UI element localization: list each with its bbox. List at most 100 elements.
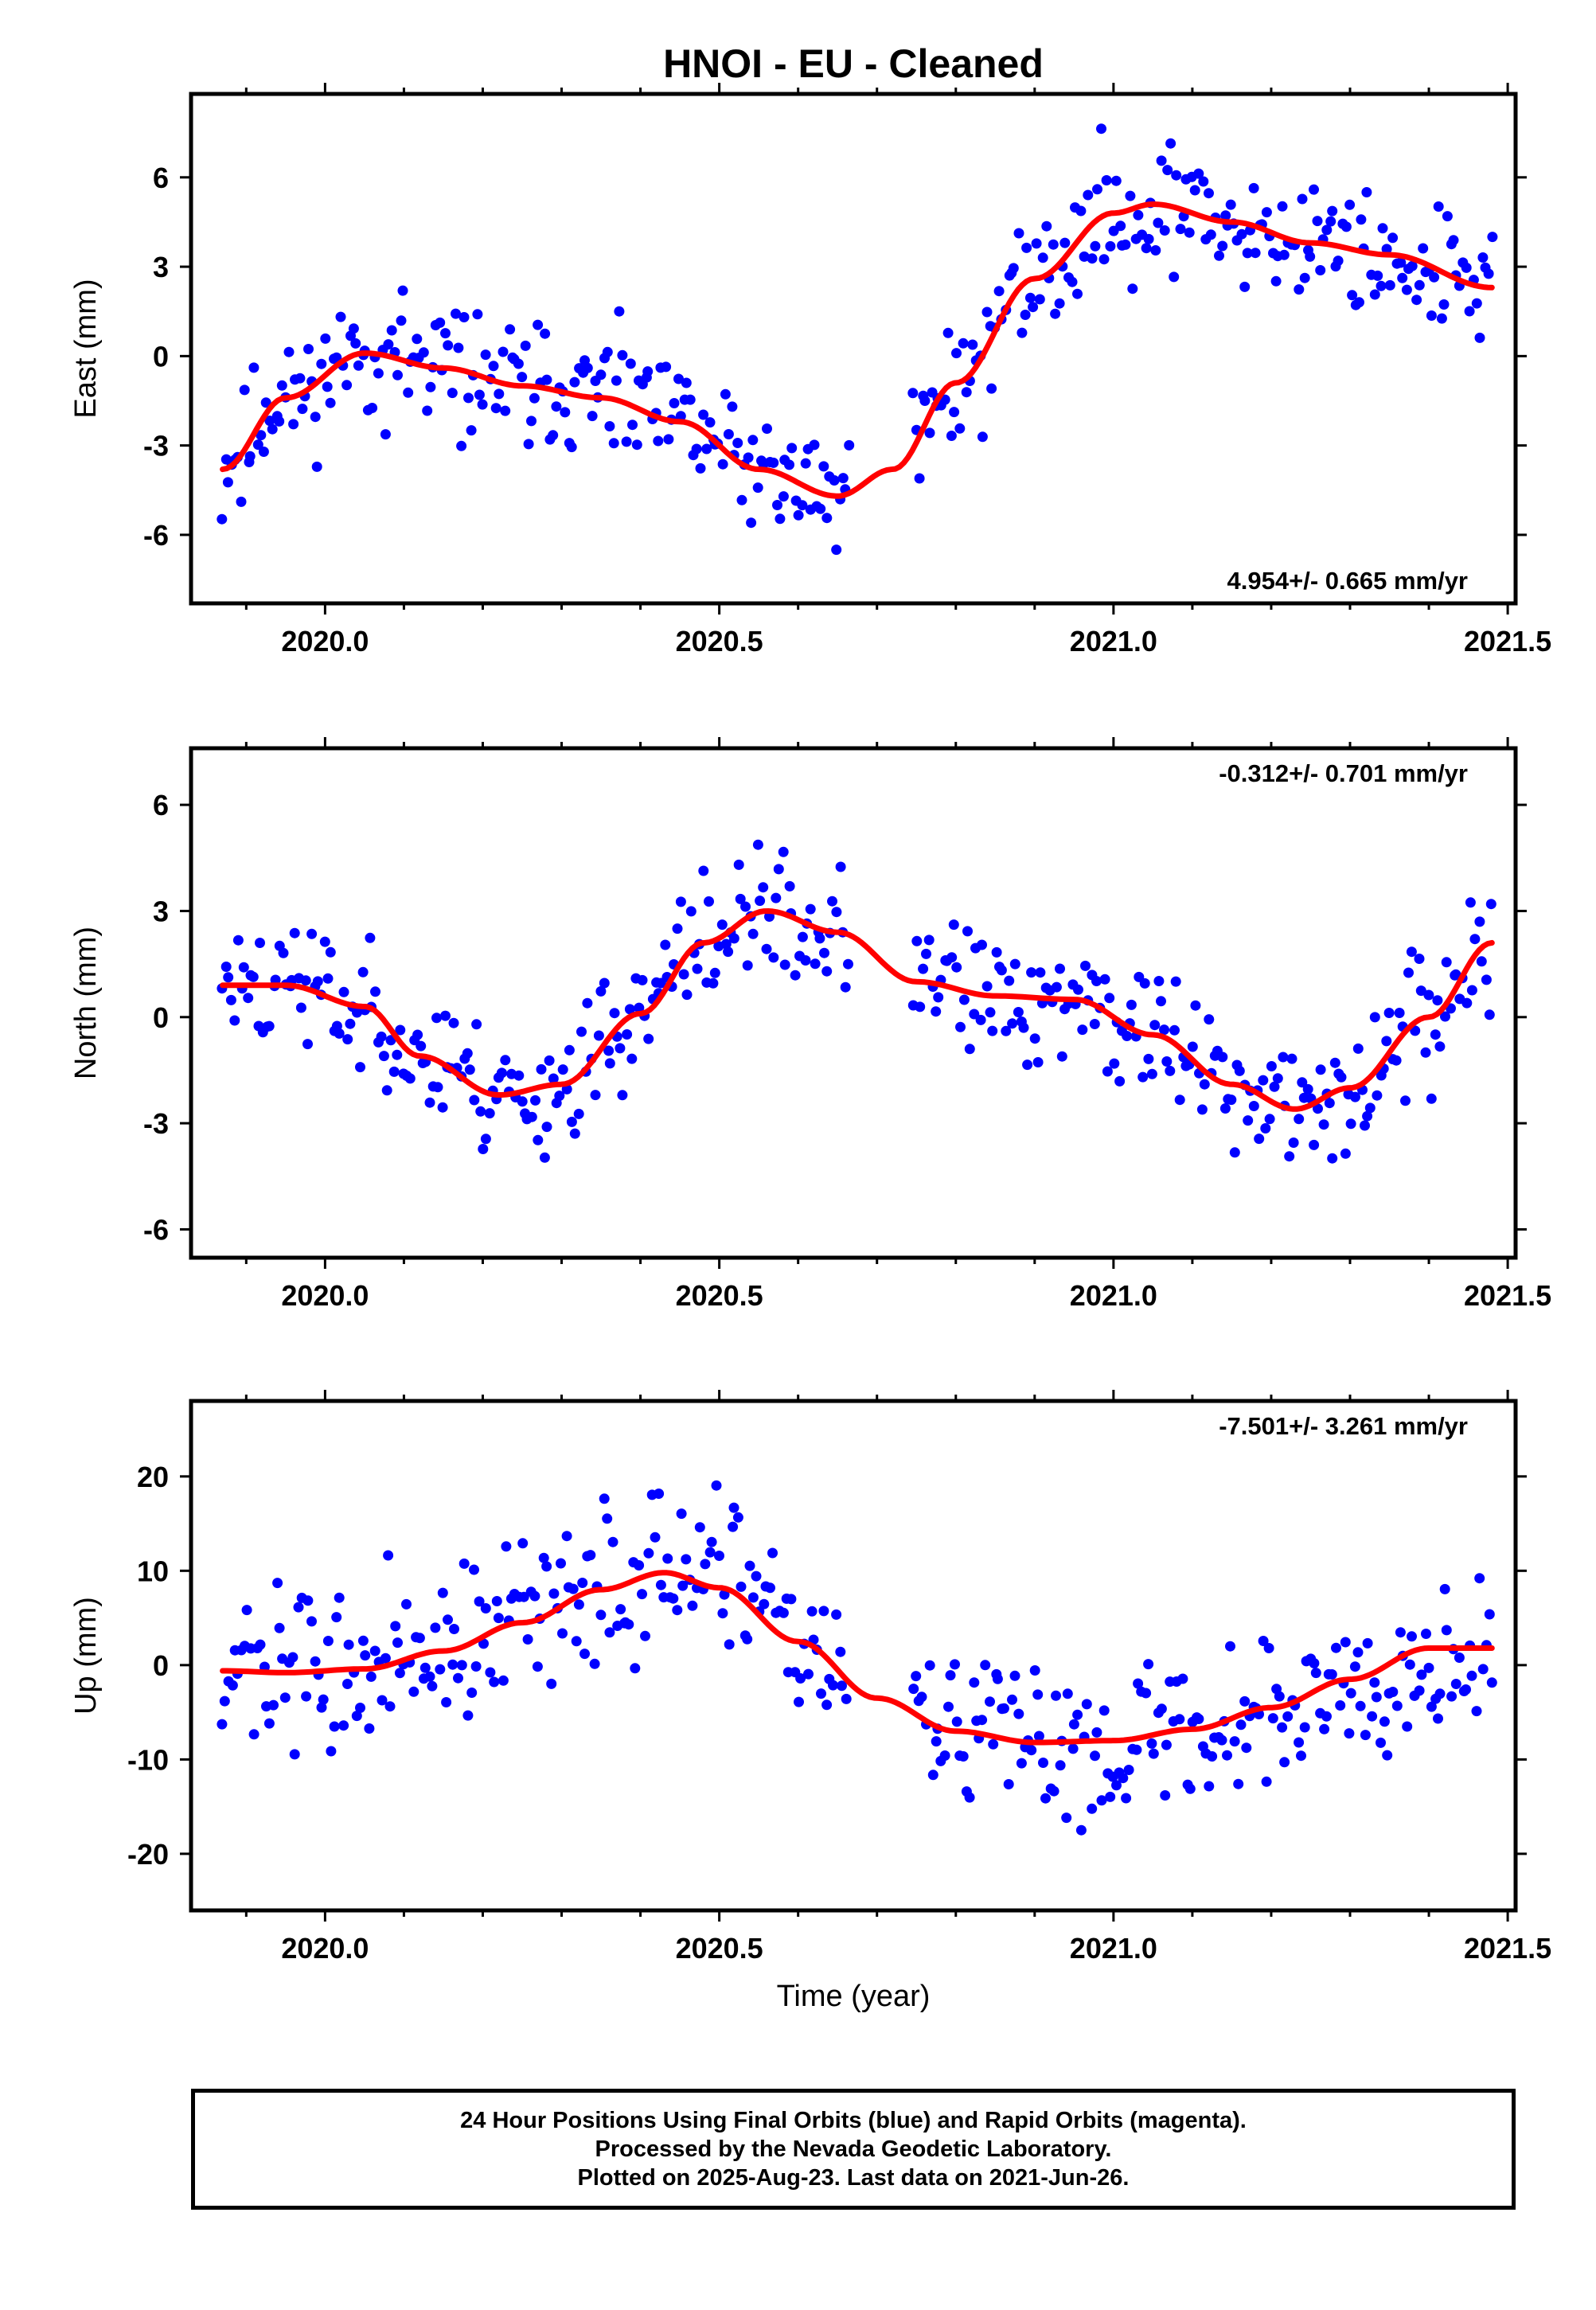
data-point	[232, 935, 244, 946]
panel-3: 2020.0 2020.5 2021.0 2021.5 -20 -10 0 10 20 Up (m…	[69, 1390, 1551, 1965]
data-point	[701, 443, 712, 455]
data-point	[1278, 1052, 1289, 1063]
data-point	[466, 425, 477, 436]
data-point	[1062, 1688, 1073, 1699]
data-point	[352, 1007, 362, 1018]
data-point	[431, 1013, 442, 1024]
data-point	[223, 972, 234, 983]
data-point	[1171, 170, 1182, 181]
data-point	[1418, 243, 1429, 254]
data-point	[1360, 1120, 1370, 1131]
data-point	[295, 1002, 306, 1013]
data-point	[403, 387, 414, 398]
data-point	[383, 1550, 394, 1561]
data-point	[977, 1715, 988, 1726]
data-point	[949, 407, 960, 418]
data-point	[1414, 954, 1425, 964]
data-point	[377, 1695, 388, 1706]
data-point	[318, 1694, 329, 1705]
data-point	[1189, 185, 1200, 196]
data-point	[541, 1561, 552, 1572]
data-point	[494, 388, 505, 400]
data-point	[1481, 974, 1492, 985]
x-tick-label: 2020.0	[281, 1932, 369, 1965]
data-point	[1114, 1075, 1126, 1087]
data-point	[397, 285, 408, 296]
data-point	[951, 348, 962, 359]
data-point	[1414, 1685, 1425, 1696]
data-point	[447, 388, 458, 399]
data-point	[1013, 1007, 1024, 1017]
data-point	[556, 1558, 566, 1569]
data-point	[778, 1607, 789, 1618]
data-point	[685, 394, 696, 405]
data-point	[297, 404, 308, 415]
data-point	[742, 960, 753, 971]
data-point	[1477, 1664, 1489, 1675]
data-point	[1034, 294, 1045, 305]
data-point	[1239, 281, 1251, 292]
data-point	[263, 1718, 275, 1729]
data-point	[1464, 306, 1475, 317]
data-point	[1169, 1024, 1180, 1036]
data-point	[723, 946, 734, 958]
data-point	[927, 1770, 938, 1781]
data-point	[1376, 280, 1387, 291]
data-point	[386, 325, 397, 336]
data-point	[837, 1680, 847, 1692]
data-point	[437, 1102, 448, 1113]
data-point	[985, 1696, 995, 1707]
data-point	[1105, 1791, 1116, 1802]
trend-fit-line	[220, 908, 1495, 1112]
data-point	[661, 361, 672, 373]
data-point	[631, 439, 642, 451]
data-point	[1402, 1721, 1413, 1732]
data-point	[1067, 276, 1078, 287]
data-point	[593, 1030, 604, 1041]
data-point	[704, 417, 716, 428]
data-point	[921, 948, 931, 959]
data-point	[1433, 1713, 1443, 1724]
data-point	[394, 1668, 405, 1679]
data-point	[568, 1583, 579, 1594]
data-point	[1471, 1706, 1482, 1717]
data-point	[551, 401, 562, 412]
data-point	[1420, 1047, 1431, 1058]
data-point	[1096, 1795, 1107, 1806]
data-point	[579, 1649, 590, 1660]
data-point	[448, 1017, 459, 1028]
data-point	[1013, 228, 1024, 239]
data-point	[609, 1008, 620, 1019]
data-point	[1381, 1036, 1392, 1047]
data-point	[316, 1702, 327, 1713]
data-point	[1122, 1031, 1133, 1041]
data-point	[1415, 985, 1426, 997]
data-point	[1258, 1636, 1269, 1646]
data-point	[1286, 1053, 1297, 1064]
data-point	[380, 1653, 391, 1664]
data-point	[1165, 1065, 1176, 1076]
velocity-rate-label: -0.312+/- 0.701 mm/yr	[1219, 759, 1468, 787]
data-point	[803, 1668, 814, 1680]
data-point	[1313, 1103, 1323, 1114]
data-point	[1073, 984, 1083, 995]
data-point	[1205, 229, 1216, 240]
data-point	[1148, 1748, 1159, 1759]
data-point	[378, 1051, 389, 1062]
x-tick-label: 2020.5	[676, 1279, 763, 1312]
data-point	[821, 1699, 833, 1711]
data-point	[335, 311, 346, 322]
data-point	[412, 1029, 423, 1040]
data-point	[342, 1679, 353, 1689]
y-tick-label: 10	[137, 1555, 169, 1587]
data-point	[539, 1152, 550, 1163]
data-point	[1153, 217, 1164, 228]
data-point	[643, 1547, 654, 1559]
x-tick-label: 2020.0	[281, 625, 369, 657]
data-point	[1141, 243, 1152, 254]
data-point	[627, 419, 638, 431]
data-point	[829, 475, 840, 486]
data-point	[985, 1007, 996, 1018]
data-point	[1260, 1123, 1271, 1134]
data-point	[675, 411, 686, 422]
